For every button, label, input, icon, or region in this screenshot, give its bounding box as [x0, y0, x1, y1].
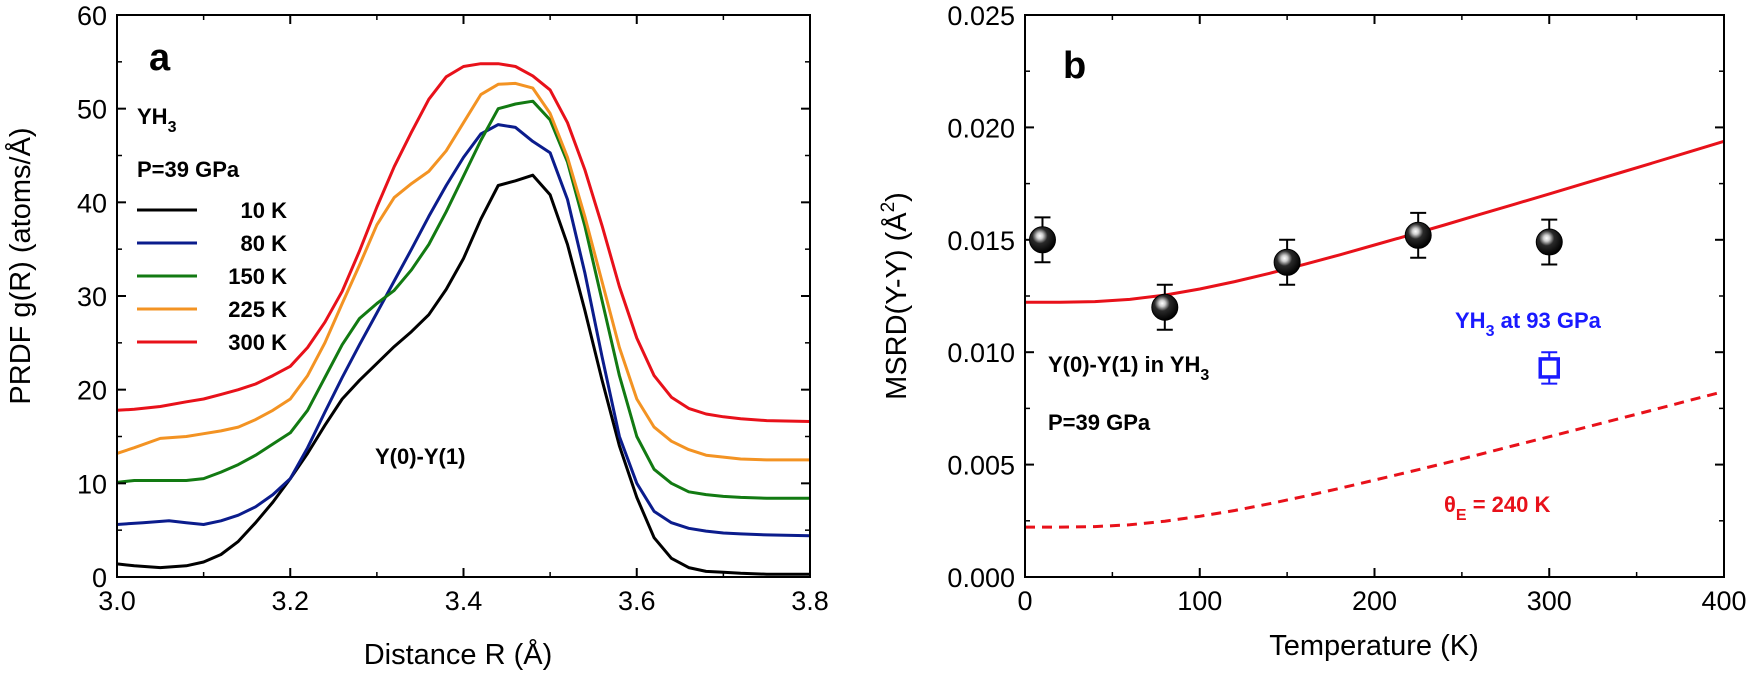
panel-b-x-tick-label: 200 [1352, 586, 1397, 616]
panel-b-frame [1024, 14, 1725, 578]
panel-a-y-tick-label: 30 [77, 282, 107, 312]
panel-a-label: a [149, 37, 171, 79]
panel-a-legend: 10 K 80 K 150 K 225 K 300 K [137, 198, 287, 355]
einstein-label: θE = 240 K [1444, 492, 1550, 524]
panel-b-y-tick-label: 0.025 [947, 1, 1015, 31]
panel-b-label: b [1063, 45, 1086, 87]
reference-label-sub: 3 [1486, 323, 1495, 340]
reference-label: YH3 at 93 GPa [1455, 308, 1602, 340]
panel-a-frame [116, 14, 811, 578]
panel-b-points [1028, 211, 1563, 385]
panel-a-x-tick-label: 3.2 [271, 586, 309, 616]
panel-a-x-axis-label: Distance R (Å) [364, 638, 553, 671]
panel-a: 3.0 3.2 3.4 3.6 3.8 0 10 20 30 40 50 60 a YH3 P=39 … [4, 1, 829, 671]
series-225-k-line [116, 81, 810, 462]
panel-a-y-tick-label: 60 [77, 1, 107, 31]
panel-a-y-tick-label: 10 [77, 469, 107, 499]
data-point-sphere [1151, 293, 1179, 321]
y-label-sup: 2 [878, 202, 899, 213]
einstein-model-fit-curve [1025, 139, 1725, 304]
series-300-k-line [116, 62, 811, 423]
series-label-text: Y(0)-Y(1) in YH [1048, 352, 1200, 377]
einstein-sub: E [1456, 507, 1467, 524]
data-point-square [1538, 357, 1560, 379]
panel-a-annotation: Y(0)-Y(1) [375, 444, 465, 469]
series-150-k-line [116, 99, 810, 500]
legend-label-80-k: 80 K [241, 231, 288, 256]
panel-a-y-tick-label: 20 [77, 376, 107, 406]
legend-label-300-k: 300 K [228, 330, 287, 355]
panel-b-y-axis-label: MSRD(Y-Y) (Å2) [878, 192, 913, 400]
panel-a-y-axis-label: PRDF g(R) (atoms/Å) [4, 127, 37, 404]
panel-b-x-tick-label: 400 [1701, 586, 1746, 616]
einstein-symbol: θ [1444, 492, 1456, 517]
series-10-k-line [116, 173, 810, 576]
legend-compound-sub: 3 [168, 119, 177, 136]
data-point-sphere [1404, 221, 1432, 249]
panel-b-y-tick-label: 0.015 [947, 226, 1015, 256]
panel-b-x-tick-label: 100 [1177, 586, 1222, 616]
y-label-tail: ) [881, 192, 913, 202]
data-point-sphere [1535, 228, 1563, 256]
legend-title-pressure: P=39 GPa [137, 157, 240, 182]
panel-b-x-tick-label: 300 [1527, 586, 1572, 616]
panel-b-y-tick-label: 0.005 [947, 451, 1015, 481]
panel-a-x-tick-label: 3.4 [445, 586, 483, 616]
panel-a-x-tick-label: 3.0 [98, 586, 136, 616]
panel-a-x-tick-label: 3.8 [791, 586, 829, 616]
panel-b-y-tick-label: 0.020 [947, 113, 1015, 143]
panel-b: 0 100 200 300 400 0.000 0.005 0.010 0.015 0.020 0.… [878, 1, 1747, 662]
panel-b-y-tick-label: 0.010 [947, 338, 1015, 368]
panel-b-curves [1025, 139, 1725, 529]
panel-b-x-tick-label: 0 [1017, 586, 1032, 616]
einstein-label-text: = 240 K [1467, 492, 1551, 517]
panel-a-y-tick-label: 40 [77, 188, 107, 218]
y-label-text: MSRD(Y-Y) (Å [880, 212, 913, 400]
series-80-k-line [116, 123, 811, 538]
panel-b-ticks: 0 100 200 300 400 0.000 0.005 0.010 0.015 0.020 0.… [947, 1, 1746, 616]
legend-label-225-k: 225 K [228, 297, 287, 322]
legend-compound-text: YH [137, 104, 168, 129]
series-label-annotation: Y(0)-Y(1) in YH3 [1048, 352, 1209, 384]
legend-label-10-k: 10 K [241, 198, 288, 223]
pressure-annotation: P=39 GPa [1048, 410, 1151, 435]
panel-b-y-tick-label: 0.000 [947, 563, 1015, 593]
panel-a-x-tick-label: 3.6 [618, 586, 656, 616]
series-label-sub: 3 [1200, 367, 1209, 384]
panel-a-y-tick-label: 50 [77, 95, 107, 125]
panel-b-x-axis-label: Temperature (K) [1269, 630, 1479, 662]
reference-label-tail: at 93 GPa [1494, 308, 1601, 333]
panel-a-ticks: 3.0 3.2 3.4 3.6 3.8 0 10 20 30 40 50 60 [77, 1, 829, 616]
panel-a-curves [116, 62, 811, 576]
legend-label-150-k: 150 K [228, 264, 287, 289]
legend-title-compound: YH3 [137, 104, 177, 136]
data-point-sphere [1273, 248, 1301, 276]
reference-label-text: YH [1455, 308, 1486, 333]
panel-a-y-tick-label: 0 [92, 563, 107, 593]
data-point-sphere [1028, 226, 1056, 254]
